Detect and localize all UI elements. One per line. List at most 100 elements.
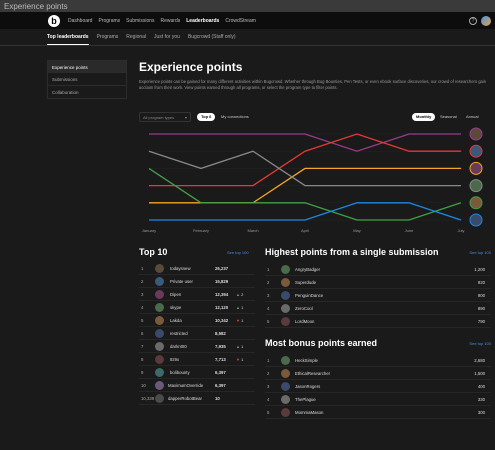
- row-name: dapperRobotBear: [168, 396, 202, 401]
- table-row[interactable]: 5 Lakda 10,342 ▼ 1: [139, 314, 255, 327]
- trend-up-icon: ▲ 2: [236, 292, 244, 297]
- row-name: HeckSimple: [295, 358, 318, 363]
- row-name: Lakda: [170, 318, 182, 323]
- bonus-list: 1 HeckSimple 2,680 2 EthicalResearcher 1,500 3…: [265, 354, 491, 419]
- list-item[interactable]: 4 ThePlague 330: [265, 393, 491, 406]
- sub-nav: Top leaderboards Programs Regional Just for…: [0, 29, 495, 46]
- avatar: [281, 317, 290, 326]
- tab-bugcrowd-staff-only-[interactable]: Bugcrowd (Staff only): [187, 34, 236, 40]
- row-points: 920: [477, 280, 485, 285]
- row-name: Private user: [170, 279, 193, 284]
- list-item[interactable]: 5 LordMoon 790: [265, 315, 491, 328]
- row-name: MommaMason: [295, 410, 324, 415]
- list-item[interactable]: 2 EthicalResearcher 1,500: [265, 367, 491, 380]
- tab-just-for-you[interactable]: Just for you: [154, 34, 180, 40]
- bugcrowd-logo-icon[interactable]: b: [48, 14, 60, 27]
- table-row[interactable]: 2 Private user 15,829: [139, 275, 255, 288]
- series-avatar[interactable]: [469, 213, 483, 227]
- avatar: [281, 304, 290, 313]
- avatar: [155, 277, 164, 286]
- table-row[interactable]: 9 bolibounty 6,397: [139, 366, 255, 379]
- trend-down-icon: ▼ 1: [236, 318, 244, 323]
- top10-title: Top 10: [139, 247, 168, 257]
- pill-seasonal[interactable]: Seasonal: [440, 114, 457, 119]
- sidebar-item-experience-points[interactable]: Experience points: [47, 60, 127, 73]
- nav-leaderboards[interactable]: Leaderboards: [186, 17, 220, 24]
- row-rank: 6: [141, 331, 144, 336]
- pill-my-connections[interactable]: My connections: [221, 114, 249, 119]
- table-row[interactable]: 6 restricted 8,582: [139, 327, 255, 340]
- avatar: [155, 329, 164, 338]
- x-tick-label: March: [247, 228, 258, 233]
- experience-chart: January February March April May June July: [139, 126, 491, 238]
- list-item[interactable]: 1 AngryBadger 1,200: [265, 263, 491, 276]
- highest-title: Highest points from a single submission: [265, 247, 439, 257]
- bonus-see-link[interactable]: See top 100: [469, 341, 491, 346]
- row-rank: 5: [141, 318, 144, 323]
- table-row[interactable]: 10 MaximumOverride 6,397: [139, 379, 255, 392]
- row-name: MaximumOverride: [168, 383, 204, 388]
- nav-dashboard[interactable]: Dashboard: [68, 17, 93, 24]
- row-points: 12,120: [215, 305, 229, 310]
- list-item[interactable]: 2 Superdude 920: [265, 276, 491, 289]
- trend-up-icon: ▲ 1: [236, 305, 244, 310]
- series-avatar[interactable]: [469, 196, 483, 210]
- avatar: [155, 368, 164, 377]
- table-row[interactable]: 8 8z9x 7,713 ▼ 1: [139, 353, 255, 366]
- trend-up-icon: ▲ 1: [236, 344, 244, 349]
- series-avatar[interactable]: [469, 179, 483, 193]
- row-points: 10,342: [215, 318, 229, 323]
- pill-top[interactable]: Top 6: [197, 113, 216, 121]
- tab-top-leaderboards[interactable]: Top leaderboards: [47, 30, 89, 45]
- nav-programs[interactable]: Programs: [98, 17, 121, 24]
- row-name: ThePlague: [295, 397, 316, 402]
- table-row[interactable]: 4 skype 12,120 ▲ 1: [139, 301, 255, 314]
- row-name: JasonRogers: [295, 384, 321, 389]
- row-name: todaysnew: [170, 266, 191, 271]
- row-rank: 3: [267, 293, 270, 298]
- table-row[interactable]: 10,339 dapperRobotBear 10: [139, 392, 255, 405]
- tab-regional[interactable]: Regional: [126, 34, 147, 40]
- list-item[interactable]: 4 ZeroCool 890: [265, 302, 491, 315]
- main-content: Experience points Experience points can …: [139, 60, 491, 419]
- row-points: 400: [477, 384, 485, 389]
- highest-see-link[interactable]: See top 100: [469, 250, 491, 255]
- sidebar-item-submissions[interactable]: Submissions: [47, 73, 127, 86]
- list-item[interactable]: 3 JasonRogers 400: [265, 380, 491, 393]
- series-line: [149, 133, 461, 187]
- top10-see-link[interactable]: See top 100: [227, 250, 249, 255]
- program-type-select[interactable]: All program types ▾: [139, 112, 191, 122]
- avatar: [281, 369, 290, 378]
- list-item[interactable]: 5 MommaMason 300: [265, 406, 491, 419]
- x-tick-label: July: [457, 228, 464, 233]
- row-rank: 2: [267, 280, 270, 285]
- table-row[interactable]: 7 darkn0t0 7,935 ▲ 1: [139, 340, 255, 353]
- row-name: darkn0t0: [170, 344, 187, 349]
- row-points: 1,200: [474, 267, 485, 272]
- nav-rewards[interactable]: Rewards: [160, 17, 181, 24]
- list-item[interactable]: 1 HeckSimple 2,680: [265, 354, 491, 367]
- tab-programs[interactable]: Programs: [96, 34, 119, 40]
- row-rank: 8: [141, 357, 144, 362]
- row-rank: 9: [141, 370, 144, 375]
- series-avatar[interactable]: [469, 144, 483, 158]
- top10-list: 1 todaysnew 26,237 2 Private user 15,829 3 Dipe…: [139, 262, 255, 405]
- user-avatar[interactable]: [481, 16, 491, 26]
- row-name: bolibounty: [170, 370, 190, 375]
- row-points: 6,397: [215, 370, 226, 375]
- table-row[interactable]: 1 todaysnew 26,237: [139, 262, 255, 275]
- help-icon[interactable]: ?: [469, 17, 477, 25]
- pill-monthly[interactable]: Monthly: [412, 113, 436, 121]
- sidebar-item-collaboration[interactable]: Collaboration: [47, 86, 127, 99]
- list-item[interactable]: 3 PenguinDance 900: [265, 289, 491, 302]
- pill-annual[interactable]: Annual: [466, 114, 479, 119]
- table-row[interactable]: 3 Dipen 12,394 ▲ 2: [139, 288, 255, 301]
- nav-crowdstream[interactable]: CrowdStream: [225, 17, 256, 24]
- row-rank: 2: [141, 279, 144, 284]
- series-avatar[interactable]: [469, 161, 483, 175]
- window-title: Experience points: [0, 0, 495, 12]
- nav-submissions[interactable]: Submissions: [126, 17, 155, 24]
- row-points: 900: [477, 293, 485, 298]
- series-avatar[interactable]: [469, 127, 483, 141]
- avatar: [155, 264, 164, 273]
